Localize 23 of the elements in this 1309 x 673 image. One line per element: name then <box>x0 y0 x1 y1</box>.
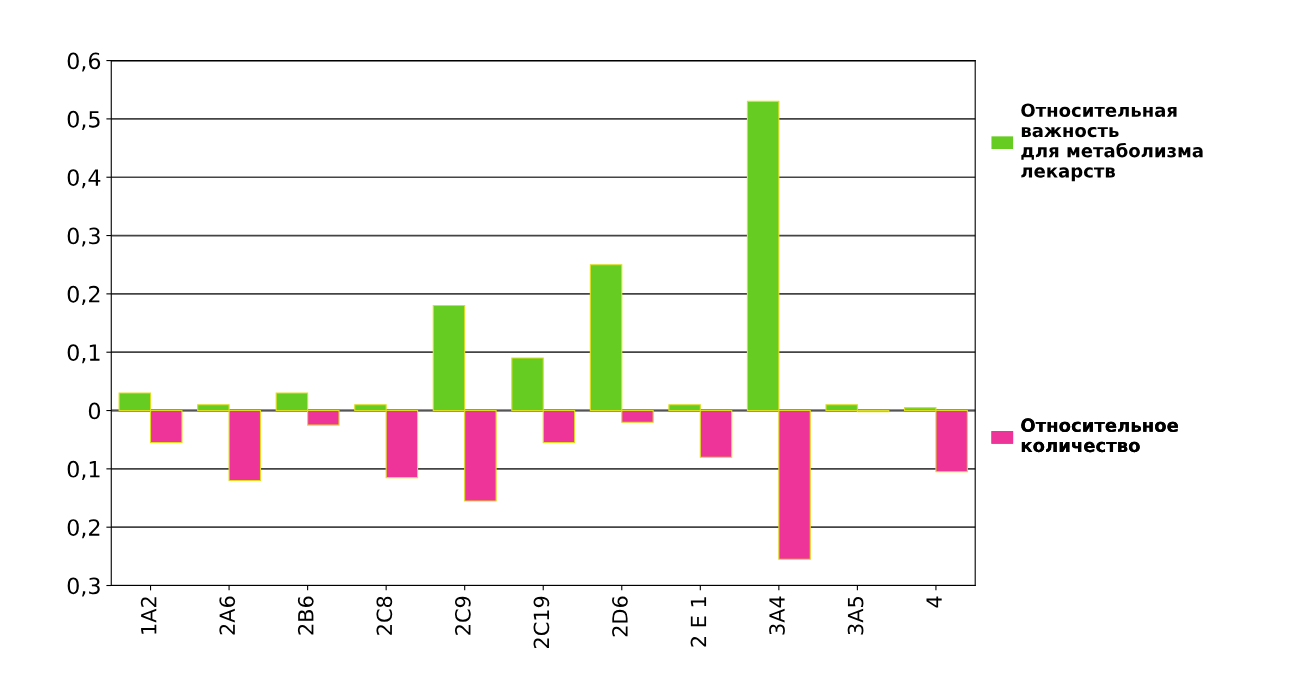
y-tick-label: 0,1 <box>67 460 100 480</box>
x-tick-label: 4 <box>926 596 942 608</box>
y-tick-label: 0,2 <box>67 519 100 539</box>
x-tick-label: 1A2 <box>140 597 157 634</box>
y-tick-label: 0,6 <box>67 52 101 72</box>
x-tick-label: 3A4 <box>769 596 785 635</box>
legend-label: Относительная важность для метаболизма лекарств <box>1021 103 1203 182</box>
y-tick-label: 0,3 <box>67 227 100 247</box>
x-tick-label: 2 E 1 <box>690 597 707 647</box>
legend-label: Относительное количество <box>1021 418 1178 453</box>
y-tick-label: 0 <box>88 402 101 420</box>
x-tick-label: 2B6 <box>297 596 314 635</box>
x-tick-label: 2C8 <box>376 596 393 635</box>
y-tick-label: 0,5 <box>67 110 100 130</box>
x-tick-label: 2D6 <box>612 596 628 637</box>
y-tick-label: 0,2 <box>67 285 100 305</box>
y-tick-label: 0,1 <box>67 344 100 364</box>
y-tick-label: 0,3 <box>67 577 100 597</box>
x-tick-label: 2C19 <box>533 596 550 649</box>
x-tick-label: 2A6 <box>219 596 236 635</box>
y-tick-label: 0,4 <box>67 169 101 189</box>
x-tick-label: 3A5 <box>847 597 864 635</box>
x-tick-label: 2C9 <box>454 596 471 635</box>
